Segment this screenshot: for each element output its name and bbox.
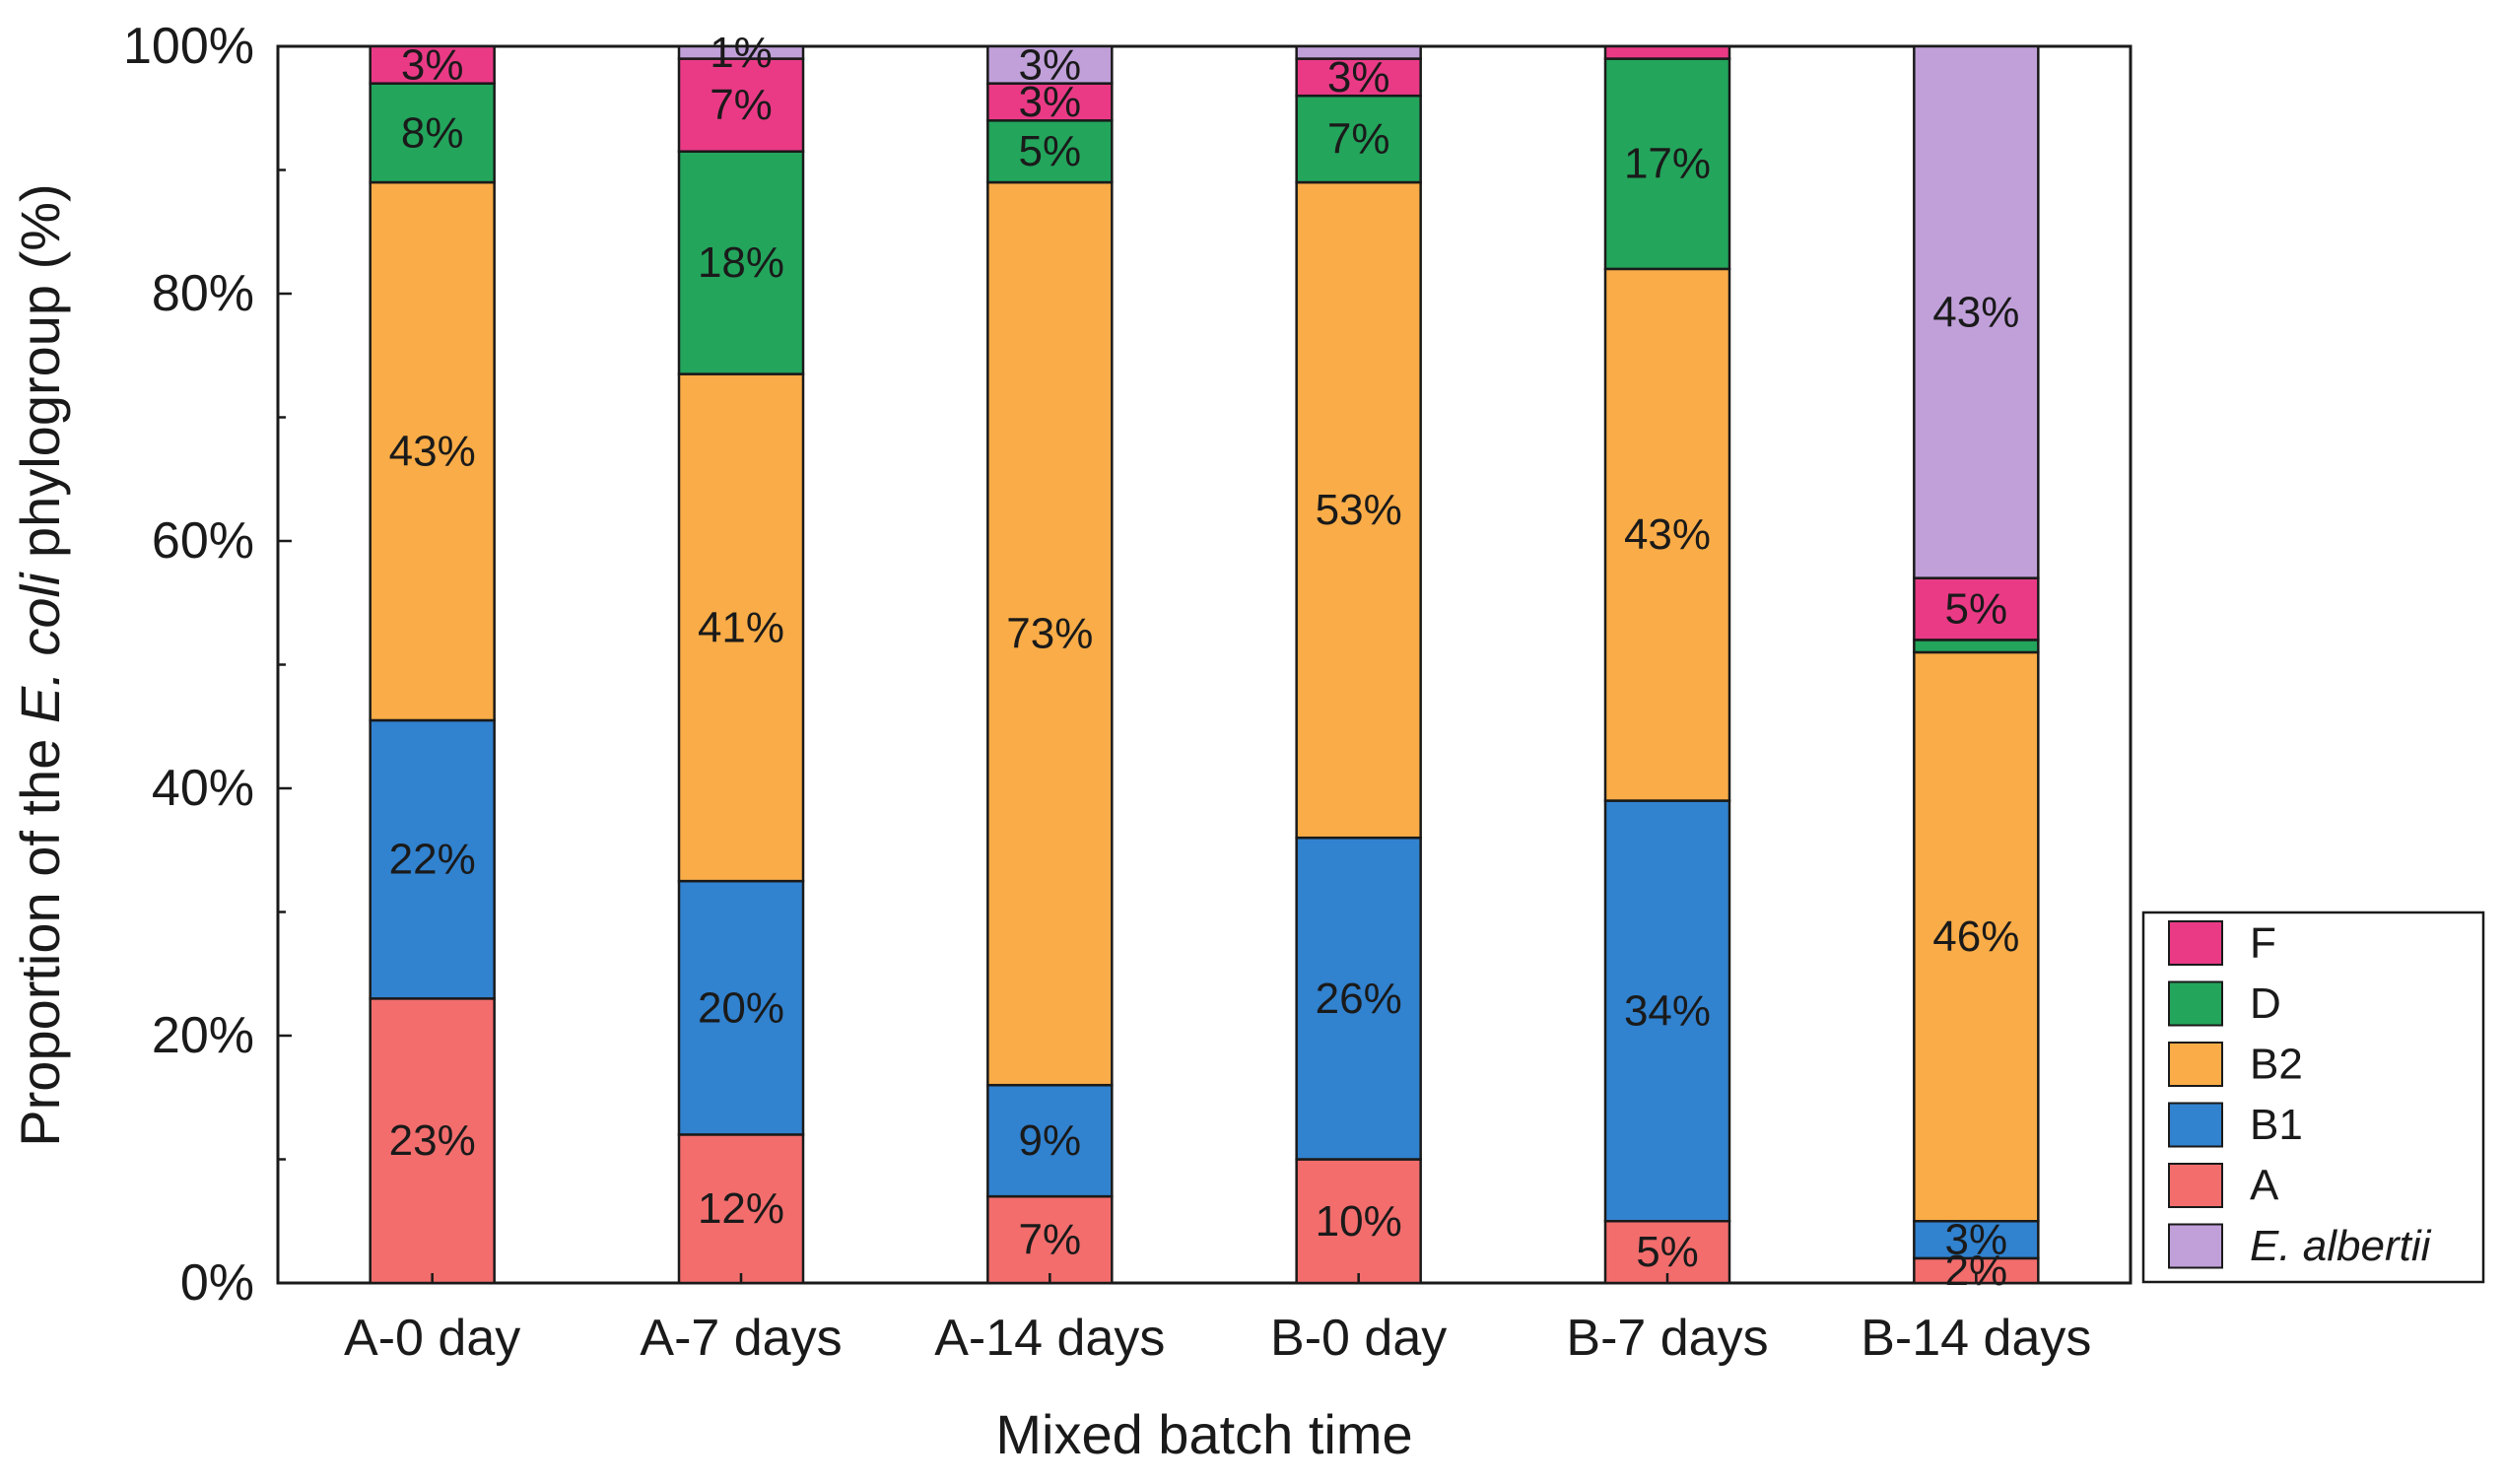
label-b-14-days-b2: 46% <box>1932 912 2019 961</box>
label-a-0-day-b2: 43% <box>389 428 476 476</box>
legend-label-b1: B1 <box>2250 1101 2303 1149</box>
x-tick-label-b-0-day: B-0 day <box>1270 1310 1447 1367</box>
bar-b-7-days-a <box>1603 1220 1731 1285</box>
y-axis: 0% 20% 40% 60% 80% 100% <box>123 18 292 1312</box>
label-b-0-day-b1: 26% <box>1316 975 1402 1023</box>
legend-label-b2: B2 <box>2250 1041 2303 1089</box>
y-axis-title-italic: E. coli <box>9 572 71 723</box>
label-b-14-days-f: 5% <box>1945 585 2008 634</box>
label-a-7-days-b1: 20% <box>698 983 784 1032</box>
legend-swatch-b2 <box>2168 1042 2223 1087</box>
y-tick-label-40: 40% <box>152 760 254 817</box>
label-b-14-days-ea: 43% <box>1932 288 2019 336</box>
plot-border <box>276 44 2133 1285</box>
bar-b-0-day-b2 <box>1295 180 1422 840</box>
bar-a-14-days-b2 <box>986 180 1114 1087</box>
bars <box>369 44 2040 1285</box>
label-b-0-day-f: 3% <box>1327 53 1390 101</box>
bar-b-7-days-f <box>1603 44 1731 60</box>
label-a-7-days-b2: 41% <box>698 603 784 651</box>
bar-a-7-days-b2 <box>677 372 805 883</box>
label-b-14-days-a: 2% <box>1945 1247 2008 1295</box>
label-a-0-day-f: 3% <box>401 40 464 89</box>
label-b-7-days-b2: 43% <box>1624 510 1711 559</box>
label-a-14-days-ea: 3% <box>1019 40 1082 89</box>
legend-label-a: A <box>2250 1162 2279 1210</box>
bar-b-14-days-f <box>1913 576 2040 641</box>
label-a-7-days-a: 12% <box>698 1184 784 1233</box>
x-tick-label-a-14-days: A-14 days <box>934 1310 1165 1367</box>
bar-a-0-day-a <box>369 997 496 1285</box>
label-a-0-day-b1: 22% <box>389 836 476 884</box>
legend-label-ea: E. albertii <box>2250 1222 2432 1270</box>
label-a-0-day-a: 23% <box>389 1116 476 1165</box>
bar-b-14-days-ea <box>1913 44 2040 579</box>
bar-b-0-day-ea <box>1295 44 1422 60</box>
bar-a-7-days-d <box>677 150 805 375</box>
label-b-0-day-a: 10% <box>1316 1197 1402 1246</box>
x-tick-label-b-7-days: B-7 days <box>1566 1310 1768 1367</box>
bar-a-0-day-d <box>369 82 496 184</box>
bar-a-14-days-f <box>986 82 1114 122</box>
y-axis-title: Proportion of the E. coli phylogroup (%) <box>9 183 71 1146</box>
bar-b-0-day-d <box>1295 94 1422 184</box>
label-a-0-day-d: 8% <box>401 108 464 157</box>
segment-labels: 23%22%43%8%3%12%20%41%18%7%1%7%9%73%5%3%… <box>389 29 2020 1295</box>
bar-b-14-days-b2 <box>1913 650 2040 1223</box>
bar-a-14-days-ea <box>986 44 1114 85</box>
y-axis-title-prefix: Proportion of the <box>9 723 71 1147</box>
x-tick-label-a-0-day: A-0 day <box>344 1310 520 1367</box>
bar-a-0-day-f <box>369 44 496 85</box>
y-tick-label-80: 80% <box>152 265 254 322</box>
label-a-14-days-b1: 9% <box>1019 1116 1082 1165</box>
y-tick-label-60: 60% <box>152 512 254 570</box>
legend-swatch-ea <box>2168 1223 2223 1269</box>
label-a-14-days-b2: 73% <box>1006 610 1093 658</box>
label-a-7-days-ea: 1% <box>710 29 773 77</box>
legend-swatch-f <box>2168 920 2223 966</box>
legend-swatch-a <box>2168 1163 2223 1208</box>
y-tick-label-20: 20% <box>152 1007 254 1064</box>
x-tick-label-b-14-days: B-14 days <box>1861 1310 2091 1367</box>
label-a-7-days-f: 7% <box>710 81 773 129</box>
bar-b-7-days-d <box>1603 57 1731 271</box>
bar-b-7-days-b1 <box>1603 799 1731 1223</box>
plot-frame <box>276 44 2133 1285</box>
bar-a-7-days-b1 <box>677 879 805 1136</box>
label-b-0-day-d: 7% <box>1327 115 1390 164</box>
label-b-7-days-a: 5% <box>1636 1228 1699 1276</box>
label-b-7-days-d: 17% <box>1624 140 1711 188</box>
label-a-7-days-d: 18% <box>698 238 784 287</box>
bar-a-0-day-b1 <box>369 718 496 1000</box>
bar-a-7-days-f <box>677 57 805 153</box>
bar-a-14-days-b1 <box>986 1083 1114 1198</box>
y-tick-label-100: 100% <box>123 18 254 75</box>
x-axis: A-0 day A-7 days A-14 days B-0 day B-7 days B… <box>344 1273 2091 1367</box>
label-a-14-days-f: 3% <box>1019 78 1082 126</box>
label-b-7-days-b1: 34% <box>1624 986 1711 1035</box>
label-b-14-days-b1: 3% <box>1945 1216 2008 1264</box>
x-axis-title: Mixed batch time <box>995 1403 1412 1465</box>
label-a-14-days-d: 5% <box>1019 127 1082 175</box>
bar-b-14-days-d <box>1913 639 2040 654</box>
bar-b-0-day-b1 <box>1295 836 1422 1161</box>
label-a-14-days-a: 7% <box>1019 1216 1082 1264</box>
bar-a-7-days-a <box>677 1133 805 1285</box>
legend-swatch-d <box>2168 980 2223 1027</box>
legend: FD B2 B1 A E. albertii <box>2141 911 2485 1284</box>
x-tick-label-a-7-days: A-7 days <box>640 1310 842 1367</box>
legend-box <box>2141 911 2485 1284</box>
label-b-0-day-b2: 53% <box>1316 486 1402 534</box>
y-tick-label-0: 0% <box>180 1254 254 1312</box>
y-axis-title-suffix: phylogroup (%) <box>9 183 71 573</box>
legend-label-d: D <box>2250 979 2281 1028</box>
legend-label-f: F <box>2250 919 2276 968</box>
bar-b-0-day-a <box>1295 1158 1422 1285</box>
legend-swatch-b1 <box>2168 1102 2223 1148</box>
bar-a-7-days-ea <box>677 44 805 60</box>
